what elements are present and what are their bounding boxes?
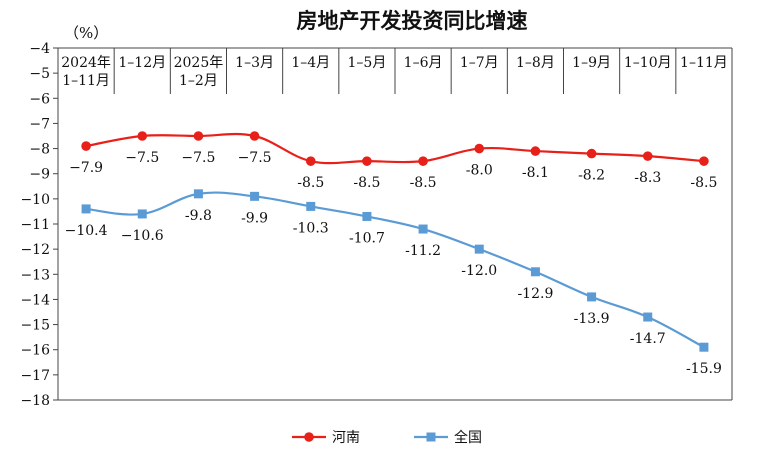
data-label: −10.4 bbox=[65, 223, 108, 239]
data-point bbox=[306, 201, 316, 211]
x-tick-label: 1–3月 bbox=[235, 55, 274, 71]
y-tick-label: −6 bbox=[29, 91, 50, 107]
data-point bbox=[699, 156, 709, 166]
data-point bbox=[530, 267, 540, 277]
data-point bbox=[642, 151, 653, 161]
x-tick-label: 1–12月 bbox=[118, 55, 166, 71]
data-point bbox=[530, 146, 541, 156]
data-point bbox=[474, 143, 485, 154]
data-label: −10.6 bbox=[121, 228, 164, 244]
legend-marker bbox=[426, 432, 436, 442]
data-point bbox=[81, 204, 91, 214]
data-label: −7.5 bbox=[238, 150, 272, 166]
data-label: -14.7 bbox=[630, 331, 666, 347]
legend-label: 河南 bbox=[332, 430, 360, 446]
data-point bbox=[418, 156, 428, 166]
data-point bbox=[250, 191, 260, 201]
y-tick-label: −15 bbox=[20, 318, 50, 334]
data-point bbox=[586, 148, 597, 159]
data-label: -10.7 bbox=[349, 230, 385, 246]
x-tick-label: 1–2月 bbox=[179, 73, 218, 89]
data-label: -8.5 bbox=[690, 175, 717, 191]
x-tick-label: 2025年 bbox=[174, 55, 224, 71]
data-label: −7.5 bbox=[125, 150, 159, 166]
x-tick-label: 1–8月 bbox=[516, 55, 555, 71]
x-tick-label: 1–6月 bbox=[404, 55, 443, 71]
data-label: −7.9 bbox=[69, 160, 103, 176]
grid-group bbox=[53, 47, 733, 401]
series-line-henan bbox=[85, 132, 705, 165]
data-point bbox=[193, 189, 203, 199]
x-tick-label: 1–10月 bbox=[624, 55, 672, 71]
data-point bbox=[362, 156, 372, 166]
data-label: -8.2 bbox=[578, 168, 605, 184]
data-point bbox=[137, 131, 148, 141]
data-label: -8.3 bbox=[634, 170, 661, 186]
series-group: −7.9 −7.5 −7.5 −7.5 -8.5 -8.5 -8.5 -8.0 -8.1 -8.2… bbox=[65, 131, 722, 377]
x-tick-label: 1–9月 bbox=[572, 55, 611, 71]
y-tick-label: −12 bbox=[20, 242, 50, 258]
y-tick-label: −13 bbox=[20, 267, 50, 283]
data-point bbox=[193, 131, 204, 141]
data-point bbox=[474, 244, 484, 254]
y-tick-label: −9 bbox=[29, 167, 50, 183]
data-label: -8.0 bbox=[466, 163, 493, 179]
chart-title: 房地产开发投资同比增速 bbox=[297, 8, 528, 33]
data-label: -12.9 bbox=[517, 286, 553, 302]
data-label: -11.2 bbox=[405, 243, 441, 259]
y-tick-label: −7 bbox=[29, 116, 50, 132]
x-tick-label: 2024年 bbox=[61, 55, 111, 71]
y-tick-label: −16 bbox=[20, 343, 50, 359]
data-point bbox=[587, 292, 597, 302]
x-tick-label: 1–5月 bbox=[348, 55, 387, 71]
data-point bbox=[249, 131, 260, 141]
data-label: -8.1 bbox=[522, 165, 549, 181]
data-label: -12.0 bbox=[461, 263, 497, 279]
x-tick-label: 1–11月 bbox=[680, 55, 728, 71]
data-label: -8.5 bbox=[297, 175, 324, 191]
data-label: -9.8 bbox=[185, 208, 212, 224]
tick-labels-group: −4 −5 −6 −7 −8 −9 −10 −11 −12 −13 −14 −15 −16 −17 −18 2… bbox=[20, 41, 727, 409]
y-tick-label: −8 bbox=[29, 142, 50, 158]
data-label: -9.9 bbox=[241, 210, 268, 226]
data-label: -10.3 bbox=[293, 220, 329, 236]
x-tick-label: 1–11月 bbox=[62, 73, 110, 89]
data-point bbox=[81, 141, 91, 151]
y-tick-label: −5 bbox=[29, 66, 50, 82]
series-line-national bbox=[85, 191, 705, 349]
y-tick-label: −18 bbox=[20, 393, 50, 409]
data-label: −7.5 bbox=[181, 150, 215, 166]
data-point bbox=[418, 224, 428, 234]
y-tick-label: −10 bbox=[20, 192, 50, 208]
data-label: -8.5 bbox=[410, 175, 437, 191]
legend-label: 全国 bbox=[454, 429, 482, 446]
legend-marker bbox=[304, 432, 314, 442]
data-point bbox=[643, 312, 653, 322]
data-point bbox=[362, 211, 372, 221]
y-tick-label: −14 bbox=[20, 292, 50, 308]
x-tick-label: 1–7月 bbox=[460, 55, 499, 71]
y-tick-label: −11 bbox=[20, 217, 50, 233]
x-tick-label: 1–4月 bbox=[291, 55, 330, 71]
y-tick-label: −17 bbox=[20, 368, 50, 384]
y-axis-unit-label: （%） bbox=[64, 24, 108, 42]
data-point bbox=[305, 156, 316, 166]
data-point bbox=[699, 342, 709, 352]
y-tick-label: −4 bbox=[29, 41, 50, 57]
data-label: -15.9 bbox=[686, 361, 722, 377]
legend: 河南 全国 bbox=[292, 429, 482, 446]
data-label: -13.9 bbox=[574, 311, 610, 327]
data-label: -8.5 bbox=[353, 175, 380, 191]
data-point bbox=[137, 209, 147, 219]
